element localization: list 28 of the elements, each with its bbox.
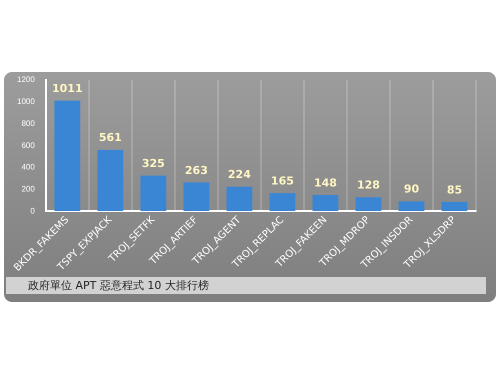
data-label: 90 — [404, 182, 420, 196]
data-label: 325 — [142, 157, 165, 170]
bar — [54, 100, 80, 212]
y-tick-label: 0 — [30, 206, 36, 216]
bar — [226, 186, 252, 212]
y-tick-label: 200 — [21, 184, 36, 194]
data-label: 165 — [270, 174, 294, 188]
data-label: 224 — [228, 168, 252, 182]
data-label: 263 — [184, 164, 208, 177]
y-tick-label: 1000 — [17, 97, 36, 106]
bar — [356, 197, 382, 212]
y-tick-label: 1200 — [17, 75, 36, 84]
data-label: 1011 — [52, 82, 83, 96]
data-label: 85 — [446, 183, 462, 196]
y-tick-label: 400 — [21, 162, 36, 172]
data-label: 128 — [356, 178, 380, 192]
bar — [398, 201, 424, 212]
bar — [97, 150, 124, 212]
bar — [442, 202, 468, 212]
bar — [312, 195, 338, 212]
data-label: 148 — [314, 176, 337, 190]
bar — [140, 176, 166, 212]
y-tick-label: 800 — [21, 118, 36, 128]
y-tick-label: 600 — [21, 140, 36, 150]
bar — [270, 193, 296, 212]
bar — [183, 182, 210, 212]
text: 政府單位 APT 惡意程式 10 大排行榜 — [6, 277, 486, 294]
data-label: 561 — [98, 131, 122, 144]
